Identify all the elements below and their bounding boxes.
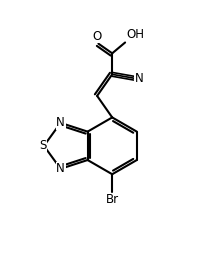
Text: S: S: [39, 139, 46, 152]
Text: N: N: [135, 72, 144, 85]
Text: Br: Br: [106, 193, 119, 206]
Text: N: N: [56, 116, 65, 129]
Text: OH: OH: [126, 28, 144, 42]
Text: N: N: [56, 162, 65, 175]
Text: O: O: [93, 30, 102, 43]
